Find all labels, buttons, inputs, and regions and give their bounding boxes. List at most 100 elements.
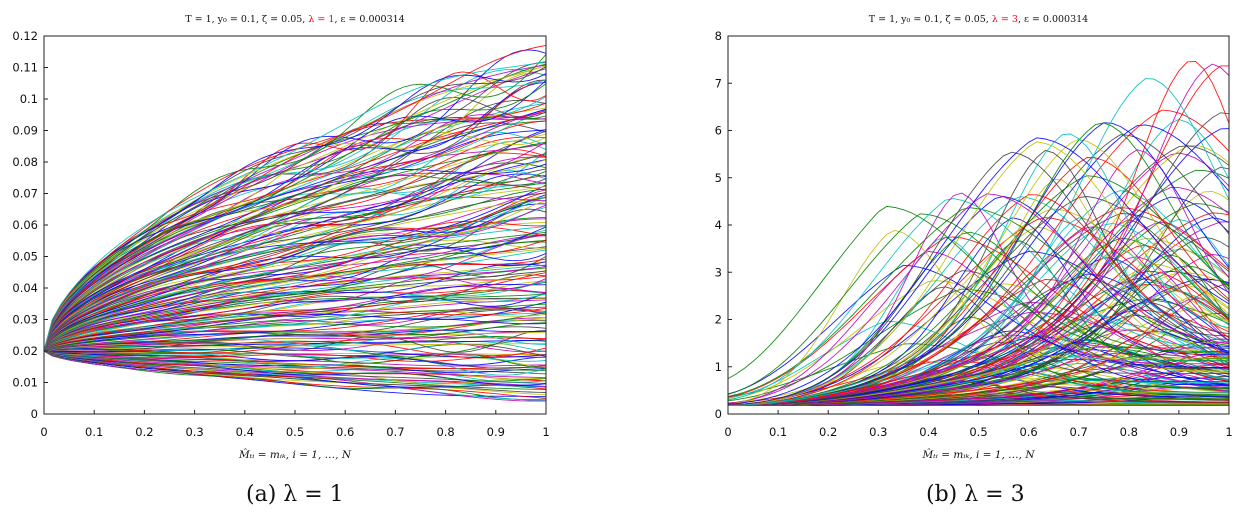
chart-title-part: T = 1, y₀ = 0.1, ζ = 0.05, <box>185 14 308 25</box>
series-line <box>44 208 546 352</box>
x-tick-label: 0.2 <box>135 425 153 439</box>
y-tick-label: 0.04 <box>12 281 38 295</box>
series-line <box>44 350 546 376</box>
x-tick-label: 0.2 <box>819 425 837 439</box>
x-tick-label: 0.1 <box>85 425 103 439</box>
series-line <box>44 168 546 352</box>
y-tick-label: 0.12 <box>12 29 38 43</box>
series-line <box>44 153 546 352</box>
series-line <box>44 122 546 352</box>
series-line <box>728 112 1229 406</box>
series-line <box>44 216 546 352</box>
x-tick-label: 0.3 <box>185 425 203 439</box>
series-line <box>44 80 546 352</box>
series-line <box>44 66 546 352</box>
series-line <box>44 200 546 352</box>
y-tick-label: 0.05 <box>12 250 38 264</box>
series-group <box>44 44 546 402</box>
series-line <box>44 339 546 352</box>
chart-b-svg: T = 1, y₀ = 0.1, ζ = 0.05, λ = 3, ε = 0.… <box>715 14 1233 461</box>
series-line <box>44 54 546 352</box>
y-tick-label: 3 <box>715 265 722 279</box>
series-line <box>44 204 546 352</box>
series-line <box>728 193 1229 404</box>
series-line <box>44 318 546 352</box>
y-tick-label: 0.07 <box>12 187 38 201</box>
series-line <box>44 317 546 352</box>
series-line <box>44 62 546 352</box>
series-line <box>44 108 546 352</box>
series-line <box>44 218 546 352</box>
chart-title-part: T = 1, y₀ = 0.1, ζ = 0.05, <box>869 14 992 25</box>
series-line <box>44 350 546 382</box>
x-tick-label: 0.7 <box>1070 425 1088 439</box>
series-line <box>44 350 546 375</box>
series-line <box>44 350 546 402</box>
series-line <box>728 264 1229 395</box>
series-line <box>728 194 1229 406</box>
caption-b: (b) λ = 3 <box>926 482 1025 507</box>
series-line <box>44 272 546 352</box>
y-tick-label: 0 <box>715 407 722 421</box>
x-tick-label: 0.5 <box>969 425 987 439</box>
x-tick-label: 0 <box>724 425 731 439</box>
series-line <box>44 306 546 352</box>
y-tick-label: 0 <box>31 407 38 421</box>
x-axis-label: M̂ₜᵢ = mᵢₖ, i = 1, …, N <box>921 448 1035 461</box>
chart-title-part: , ε = 0.000314 <box>334 14 404 25</box>
series-line <box>728 138 1229 406</box>
series-line <box>728 205 1229 379</box>
x-tick-label: 1 <box>542 425 549 439</box>
x-tick-label: 0.3 <box>869 425 887 439</box>
series-line <box>44 337 546 352</box>
y-tick-label: 0.08 <box>12 155 38 169</box>
series-line <box>44 143 546 352</box>
series-line <box>728 166 1229 406</box>
caption-a: (a) λ = 1 <box>246 482 344 507</box>
series-line <box>44 131 546 352</box>
series-line <box>728 63 1229 406</box>
series-line <box>44 292 546 352</box>
series-line <box>44 63 546 352</box>
chart-title-part: λ = 3 <box>992 14 1018 25</box>
series-line <box>44 261 546 352</box>
x-tick-label: 0.9 <box>487 425 505 439</box>
series-line <box>728 133 1229 406</box>
x-tick-label: 0.9 <box>1170 425 1188 439</box>
series-line <box>44 174 546 352</box>
x-tick-label: 0.6 <box>1019 425 1037 439</box>
series-line <box>44 307 546 352</box>
y-tick-label: 0.11 <box>12 61 38 75</box>
y-tick-label: 5 <box>715 171 722 185</box>
series-line <box>728 78 1229 406</box>
series-line <box>44 71 546 352</box>
series-line <box>44 49 546 352</box>
series-line <box>728 141 1229 406</box>
series-line <box>44 197 546 352</box>
series-line <box>44 297 546 352</box>
x-tick-label: 0.5 <box>286 425 304 439</box>
y-tick-label: 7 <box>715 76 722 90</box>
series-line <box>44 196 546 352</box>
series-line <box>44 102 546 352</box>
y-tick-label: 0.1 <box>20 92 38 106</box>
y-tick-label: 0.01 <box>12 376 38 390</box>
series-line <box>44 206 546 352</box>
chart-a-svg: T = 1, y₀ = 0.1, ζ = 0.05, λ = 1, ε = 0.… <box>12 14 549 461</box>
series-line <box>44 350 546 356</box>
series-line <box>728 137 1229 405</box>
series-line <box>44 343 546 352</box>
chart-panel-a: T = 1, y₀ = 0.1, ζ = 0.05, λ = 1, ε = 0.… <box>0 0 560 519</box>
series-line <box>44 120 546 352</box>
series-line <box>728 60 1229 406</box>
x-tick-label: 0.8 <box>1120 425 1138 439</box>
x-tick-label: 0.7 <box>386 425 404 439</box>
series-line <box>44 330 546 353</box>
series-line <box>44 83 546 352</box>
chart-title-part: λ = 1 <box>308 14 334 25</box>
chart-panel-b: T = 1, y₀ = 0.1, ζ = 0.05, λ = 3, ε = 0.… <box>680 0 1239 519</box>
series-line <box>44 44 546 352</box>
y-tick-label: 0.09 <box>12 124 38 138</box>
chart-title: T = 1, y₀ = 0.1, ζ = 0.05, λ = 1, ε = 0.… <box>185 14 404 25</box>
series-line <box>44 280 546 352</box>
